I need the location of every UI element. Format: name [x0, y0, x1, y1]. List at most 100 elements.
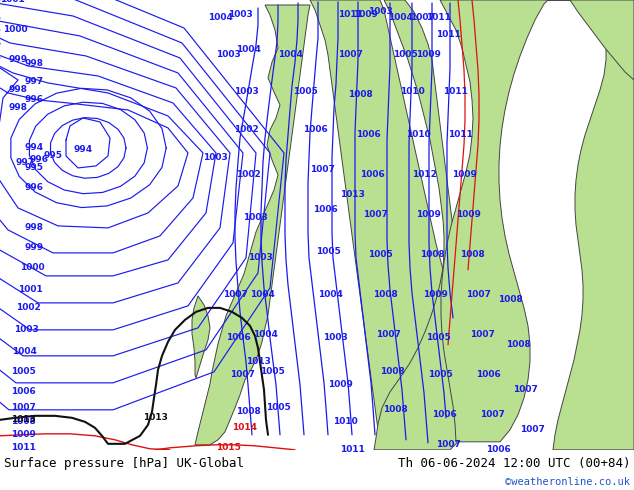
Text: 1011: 1011 [443, 87, 467, 97]
Text: 1001: 1001 [18, 285, 42, 294]
Text: 1007: 1007 [436, 441, 460, 449]
Text: 1003: 1003 [233, 87, 259, 97]
Text: 996: 996 [30, 155, 48, 165]
Text: 1007: 1007 [479, 410, 505, 419]
Text: 996: 996 [25, 183, 44, 193]
Text: 1005: 1005 [425, 333, 450, 343]
Text: 1004: 1004 [387, 14, 413, 23]
Text: 1004: 1004 [236, 46, 261, 54]
Text: 1008: 1008 [460, 250, 484, 259]
Text: 1004: 1004 [250, 291, 275, 299]
Text: 1011: 1011 [11, 443, 36, 452]
Text: 1007: 1007 [465, 291, 491, 299]
Text: 1005: 1005 [260, 368, 285, 376]
Text: 1003: 1003 [216, 50, 240, 59]
Polygon shape [440, 0, 548, 442]
Text: 1008: 1008 [11, 417, 36, 426]
Text: 1011: 1011 [425, 14, 450, 23]
Text: 999: 999 [8, 55, 27, 65]
Text: 1007: 1007 [309, 166, 335, 174]
Text: 1007: 1007 [363, 210, 387, 220]
Text: 1005: 1005 [11, 368, 36, 376]
Text: 1011: 1011 [448, 130, 472, 140]
Text: 1006: 1006 [432, 410, 456, 419]
Text: 1011: 1011 [337, 10, 363, 20]
Text: 997: 997 [25, 77, 44, 86]
Text: 1007: 1007 [11, 403, 36, 413]
Text: 1004: 1004 [207, 14, 233, 23]
Polygon shape [310, 0, 455, 445]
Text: 1008: 1008 [347, 91, 372, 99]
Text: 1007: 1007 [223, 291, 247, 299]
Text: 1002: 1002 [233, 125, 259, 134]
Text: 1009: 1009 [415, 210, 441, 220]
Text: 1008: 1008 [380, 368, 404, 376]
Text: 1008: 1008 [236, 407, 261, 416]
Text: 998: 998 [25, 59, 44, 69]
Text: 1013: 1013 [340, 191, 365, 199]
Text: 1005: 1005 [368, 250, 392, 259]
Text: 1009: 1009 [415, 50, 441, 59]
Text: 994: 994 [74, 146, 93, 154]
Text: 1005: 1005 [293, 87, 318, 97]
Text: 1006: 1006 [302, 125, 327, 134]
Text: 996: 996 [25, 96, 44, 104]
Text: 1006: 1006 [359, 171, 384, 179]
Text: 1008: 1008 [420, 250, 444, 259]
Polygon shape [548, 0, 634, 450]
Text: 1009: 1009 [456, 210, 481, 220]
Polygon shape [374, 0, 480, 450]
Text: 998: 998 [8, 103, 27, 113]
Text: 1003: 1003 [228, 10, 252, 20]
Text: 1003: 1003 [243, 214, 268, 222]
Text: 1006: 1006 [356, 130, 380, 140]
Text: 1005: 1005 [316, 247, 340, 256]
Text: 1013: 1013 [11, 416, 36, 424]
Text: 1006: 1006 [226, 333, 250, 343]
Text: 1001: 1001 [0, 0, 24, 4]
Text: 1003: 1003 [13, 325, 39, 334]
Text: 1007: 1007 [337, 50, 363, 59]
Text: 1008: 1008 [373, 291, 398, 299]
Text: 1010: 1010 [406, 130, 430, 140]
Text: 1006: 1006 [486, 445, 510, 454]
Text: 1011: 1011 [340, 445, 365, 454]
Text: 1000: 1000 [3, 25, 27, 34]
Polygon shape [192, 296, 210, 378]
Text: 998: 998 [8, 85, 27, 95]
Text: 1009: 1009 [353, 10, 377, 20]
Text: 1012: 1012 [411, 171, 436, 179]
Text: 1009: 1009 [11, 430, 36, 440]
Text: 998: 998 [25, 223, 44, 232]
Text: 1015: 1015 [216, 443, 240, 452]
Text: 1003: 1003 [203, 153, 228, 163]
Text: 1004: 1004 [11, 347, 36, 356]
Text: 1000: 1000 [20, 264, 44, 272]
Text: 1014: 1014 [233, 423, 257, 432]
Text: Th 06-06-2024 12:00 UTC (00+84): Th 06-06-2024 12:00 UTC (00+84) [398, 457, 630, 470]
Text: 1010: 1010 [399, 87, 424, 97]
Text: 1006: 1006 [313, 205, 337, 215]
Text: 1005: 1005 [266, 403, 290, 413]
Text: 1006: 1006 [476, 370, 500, 379]
Text: 1002: 1002 [16, 303, 41, 313]
Text: 1007: 1007 [410, 14, 434, 23]
Text: 1010: 1010 [333, 417, 358, 426]
Text: 1008: 1008 [383, 405, 408, 415]
Text: 1013: 1013 [143, 414, 167, 422]
Text: 1002: 1002 [236, 171, 261, 179]
Text: 1007: 1007 [230, 370, 254, 379]
Polygon shape [570, 0, 634, 80]
Text: 1009: 1009 [423, 291, 448, 299]
Text: 1013: 1013 [245, 357, 271, 367]
Text: 1003: 1003 [248, 253, 273, 263]
Text: 1004: 1004 [278, 50, 302, 59]
Text: 995: 995 [44, 151, 63, 160]
Text: 1007: 1007 [470, 330, 495, 340]
Text: 1009: 1009 [451, 171, 476, 179]
Text: 995: 995 [25, 164, 44, 172]
Polygon shape [195, 5, 310, 445]
Text: ©weatheronline.co.uk: ©weatheronline.co.uk [505, 477, 630, 487]
Text: 1007: 1007 [512, 385, 538, 394]
Text: 1011: 1011 [436, 30, 460, 40]
